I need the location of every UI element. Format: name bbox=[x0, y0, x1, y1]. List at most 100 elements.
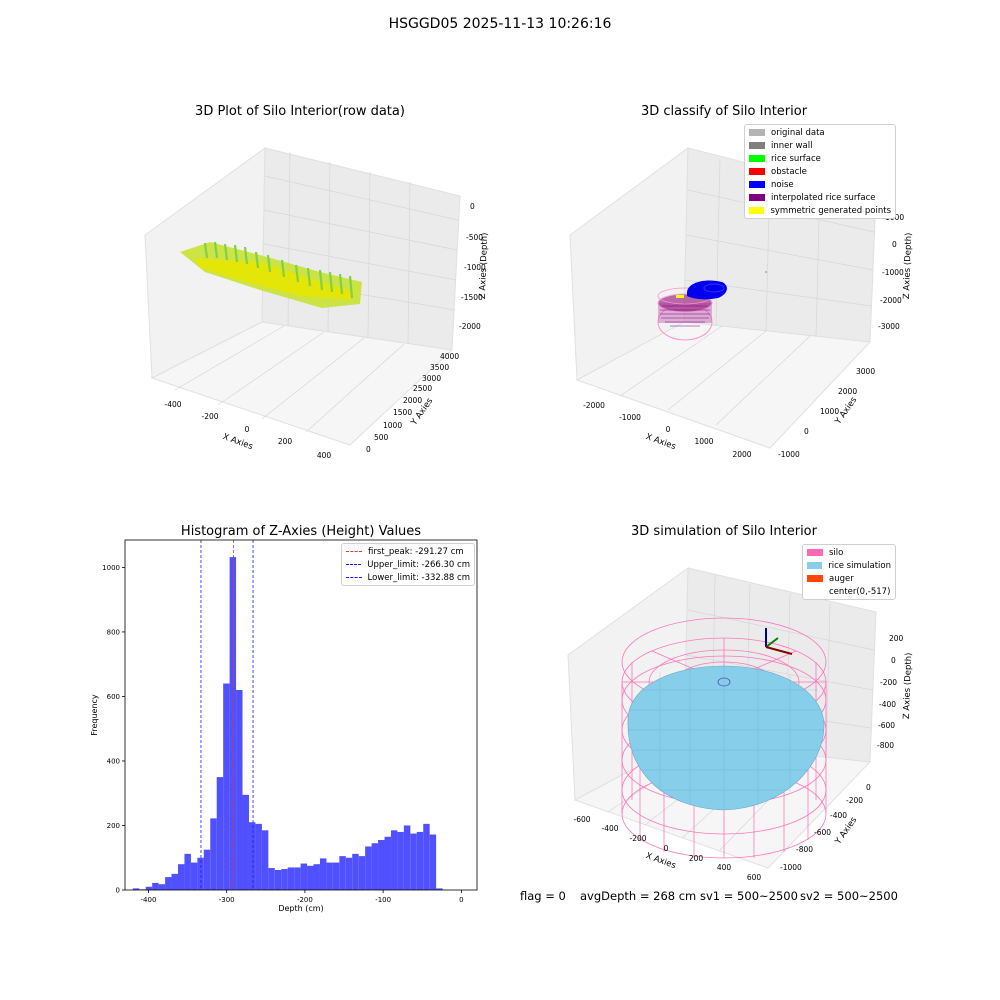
panel1-ztick: -1500 bbox=[461, 293, 483, 302]
legend-label: rice simulation bbox=[828, 560, 891, 571]
histogram-bar bbox=[197, 857, 204, 890]
legend-item-upper-limit: Upper_limit: -266.30 cm bbox=[342, 558, 474, 571]
histogram-bar bbox=[365, 846, 372, 890]
histogram-frame bbox=[124, 539, 478, 891]
histogram-bar bbox=[436, 888, 443, 890]
panel1-plot: -400 -200 0 200 400 X Axies 0 500 1000 1… bbox=[0, 0, 500, 500]
panel4-ytick: -200 bbox=[846, 796, 863, 805]
auger-hole bbox=[717, 677, 731, 687]
panel1-ytick: 500 bbox=[374, 433, 389, 442]
histogram-bar bbox=[345, 857, 353, 890]
panel1-svg: -400 -200 0 200 400 X Axies 0 500 1000 1… bbox=[144, 147, 490, 460]
histogram-bar bbox=[410, 833, 417, 890]
legend-item-auger: auger bbox=[803, 572, 895, 585]
panel2-zlabel: Z Axies (Depth) bbox=[902, 232, 914, 299]
panel2-ztick: -2000 bbox=[880, 296, 902, 305]
legend-label: noise bbox=[771, 179, 794, 190]
histogram-xlabel: Depth (cm) bbox=[278, 904, 323, 913]
panel4-ztick: -600 bbox=[878, 721, 895, 730]
panel1-y-ticks: 0 500 1000 1500 2000 2500 3000 3500 4000 bbox=[366, 352, 459, 454]
histogram-vlines bbox=[200, 540, 254, 890]
legend-label: original data bbox=[771, 127, 825, 138]
panel1-ytick: 0 bbox=[366, 445, 371, 454]
panel2-title: 3D classify of Silo Interior bbox=[640, 104, 808, 119]
histogram-bar bbox=[352, 853, 359, 890]
panel2-xtick: -1000 bbox=[619, 413, 641, 422]
histogram-bar bbox=[378, 840, 385, 890]
histogram-bar bbox=[339, 856, 346, 890]
legend-item-center: center(0,-517) bbox=[803, 585, 895, 598]
histogram-bar bbox=[416, 831, 424, 890]
panel2-xtick: 2000 bbox=[732, 450, 751, 459]
legend-swatch bbox=[749, 168, 765, 175]
legend-item-inner-wall: inner wall bbox=[745, 139, 895, 152]
histogram-bar bbox=[281, 869, 288, 890]
panel2-ytick: 0 bbox=[804, 427, 809, 436]
panel2-xtick: -2000 bbox=[583, 401, 605, 410]
legend-label: Lower_limit: -332.88 cm bbox=[367, 572, 470, 583]
histogram-ytick-label: 600 bbox=[107, 693, 120, 701]
legend-item-obstacle: obstacle bbox=[745, 165, 895, 178]
histogram-legend: first_peak: -291.27 cm Upper_limit: -266… bbox=[341, 543, 475, 586]
panel1-ztick: -1000 bbox=[464, 263, 486, 272]
panel4-x-ticks: -600 -400 -200 0 200 400 600 bbox=[573, 815, 761, 882]
histogram-bar bbox=[313, 864, 320, 890]
panel4-xtick: 200 bbox=[689, 854, 704, 863]
histogram-bar bbox=[332, 862, 340, 890]
histogram-bar bbox=[132, 888, 140, 890]
panel4-ztick: -200 bbox=[880, 678, 897, 687]
histogram-bar bbox=[307, 865, 314, 890]
histogram-bar bbox=[158, 884, 166, 890]
panel1-xtick: -400 bbox=[164, 400, 181, 409]
histogram-bar bbox=[287, 867, 295, 890]
panel1-xtick: 400 bbox=[317, 451, 332, 460]
legend-swatch bbox=[807, 588, 823, 595]
panel4-xlabel: X Axies bbox=[644, 851, 677, 871]
legend-label: center(0,-517) bbox=[829, 586, 891, 597]
flag-status: flag = 0 bbox=[520, 889, 566, 903]
histogram-ytick-label: 1000 bbox=[102, 564, 120, 572]
panel4-ztick: 0 bbox=[891, 656, 896, 665]
panel4-xtick: 600 bbox=[747, 873, 762, 882]
legend-line bbox=[346, 577, 362, 578]
panel1-xtick: 0 bbox=[245, 425, 250, 434]
histogram-bar bbox=[423, 823, 430, 890]
panel4-ytick: -800 bbox=[796, 845, 813, 854]
histogram-bar bbox=[403, 825, 411, 890]
legend-swatch bbox=[749, 181, 765, 188]
legend-line bbox=[346, 564, 362, 565]
legend-item-rice-surface: rice surface bbox=[745, 152, 895, 165]
legend-item-rice-simulation: rice simulation bbox=[803, 559, 895, 572]
legend-label: silo bbox=[829, 547, 844, 558]
panel1-ytick: 4000 bbox=[440, 352, 459, 361]
panel2-y-ticks: -1000 0 1000 2000 3000 bbox=[778, 367, 875, 459]
panel1-ztick: -2000 bbox=[459, 322, 481, 331]
sv1-status: sv1 = 500~2500 bbox=[700, 889, 798, 903]
legend-swatch bbox=[807, 549, 823, 556]
legend-label: obstacle bbox=[771, 166, 807, 177]
panel1-ztick: -500 bbox=[466, 233, 483, 242]
histogram-bar bbox=[294, 867, 301, 890]
center-axes-marker bbox=[765, 628, 793, 655]
panel4-ytick: -1000 bbox=[780, 863, 802, 872]
histogram-bar bbox=[236, 690, 243, 890]
panel4-xtick: 400 bbox=[717, 863, 732, 872]
panel4-title: 3D simulation of Silo Interior bbox=[631, 524, 817, 539]
histogram-bar bbox=[429, 834, 437, 890]
panel1-xtick: 200 bbox=[278, 437, 293, 446]
panel3-plot: -400 -300 -200 -100 0 0 200 400 600 800 1000 Dept… bbox=[0, 500, 500, 1000]
legend-swatch bbox=[807, 562, 823, 569]
histogram-xtick-label: -300 bbox=[219, 896, 235, 904]
histogram-ytick-label: 800 bbox=[107, 628, 120, 636]
panel2-ztick: 0 bbox=[892, 240, 897, 249]
panel4-ztick: -400 bbox=[879, 700, 896, 709]
panel4-ytick: 0 bbox=[866, 783, 871, 792]
legend-swatch bbox=[749, 207, 765, 214]
panel2-legend: original data inner wall rice surface ob… bbox=[744, 124, 896, 219]
histogram-svg: -400 -300 -200 -100 0 0 200 400 600 800 1000 Dept… bbox=[90, 539, 478, 913]
legend-item-symmetric-generated-points: symmetric generated points bbox=[745, 204, 895, 217]
panel4-zlabel: Z Axies (Depth) bbox=[902, 652, 914, 719]
panel3-title: Histogram of Z-Axies (Height) Values bbox=[180, 524, 422, 539]
